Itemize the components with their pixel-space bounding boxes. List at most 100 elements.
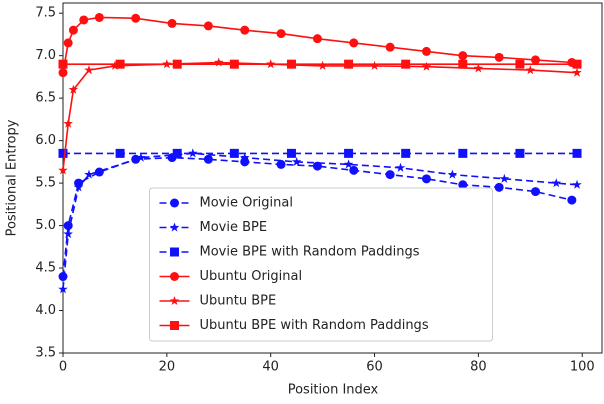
- marker: [276, 29, 286, 39]
- marker: [73, 182, 84, 192]
- marker: [551, 178, 561, 188]
- y-tick-label: 6.0: [35, 133, 56, 148]
- x-tick-label: 20: [159, 360, 176, 375]
- x-tick-label: 40: [262, 360, 279, 375]
- marker: [572, 148, 582, 158]
- y-tick-label: 7.0: [35, 48, 56, 63]
- marker: [395, 162, 406, 172]
- marker: [317, 60, 328, 70]
- marker: [115, 148, 125, 158]
- marker: [344, 59, 354, 69]
- marker: [188, 148, 198, 158]
- marker: [58, 165, 68, 175]
- legend-label: Ubuntu Original: [200, 269, 303, 284]
- marker: [421, 61, 432, 71]
- y-tick-label: 4.5: [35, 261, 56, 276]
- marker: [458, 59, 468, 69]
- marker: [68, 84, 79, 94]
- marker: [286, 148, 296, 158]
- x-axis-label: Position Index: [288, 383, 379, 398]
- x-tick-label: 100: [570, 360, 595, 375]
- legend-label: Movie BPE: [200, 220, 268, 235]
- marker: [172, 148, 182, 158]
- legend-marker: [170, 247, 179, 257]
- y-tick-label: 4.0: [35, 303, 56, 318]
- plot-frame: [62, 2, 603, 354]
- marker: [421, 46, 431, 56]
- marker: [531, 187, 540, 197]
- marker: [94, 12, 104, 22]
- marker: [79, 15, 89, 25]
- marker: [63, 38, 73, 48]
- marker: [84, 169, 94, 179]
- legend-marker: [170, 321, 179, 330]
- marker: [567, 195, 577, 205]
- marker: [458, 180, 468, 190]
- marker: [131, 13, 141, 23]
- marker: [515, 148, 525, 158]
- marker: [344, 148, 354, 158]
- marker: [525, 65, 536, 75]
- marker: [499, 173, 510, 183]
- x-tick-label: 60: [366, 360, 383, 375]
- legend-marker: [170, 272, 179, 281]
- legend-label: Movie BPE with Random Paddings: [200, 245, 420, 260]
- marker: [84, 65, 94, 75]
- legend: Movie Original Movie BPE Movie BPE with Ra…: [149, 187, 493, 342]
- y-tick-label: 7.5: [35, 6, 56, 21]
- marker: [136, 152, 146, 162]
- y-axis-label: Positional Entropy: [5, 119, 20, 236]
- legend-marker: [169, 296, 180, 305]
- y-tick-label: 6.5: [35, 91, 56, 106]
- marker: [385, 42, 395, 52]
- marker: [58, 284, 68, 294]
- marker: [312, 34, 322, 44]
- legend-label: Ubuntu BPE with Random Paddings: [200, 318, 429, 333]
- legend-box: [149, 187, 493, 342]
- marker: [494, 182, 504, 192]
- marker: [572, 59, 582, 69]
- legend-label: Ubuntu BPE: [200, 294, 277, 309]
- marker: [229, 148, 239, 158]
- marker: [172, 59, 182, 69]
- marker: [229, 59, 239, 69]
- marker: [349, 38, 359, 48]
- legend-marker: [169, 222, 180, 232]
- x-tick-label: 0: [59, 360, 67, 375]
- marker: [58, 59, 68, 69]
- marker: [369, 60, 380, 70]
- x-tick-label: 80: [470, 360, 487, 375]
- marker: [473, 63, 484, 73]
- marker: [110, 60, 120, 70]
- marker: [401, 148, 411, 158]
- marker: [58, 148, 68, 158]
- legend-label: Movie Original: [200, 196, 293, 211]
- series-line: [62, 61, 578, 171]
- marker: [240, 152, 250, 162]
- marker: [291, 156, 302, 166]
- marker: [421, 174, 431, 184]
- marker: [385, 170, 395, 180]
- marker: [68, 25, 78, 35]
- marker: [63, 229, 73, 239]
- y-tick-label: 3.5: [35, 346, 56, 361]
- marker: [167, 18, 177, 28]
- marker: [58, 68, 68, 78]
- marker: [58, 272, 68, 282]
- marker: [286, 59, 296, 69]
- y-tick-label: 5.5: [35, 176, 56, 191]
- series-line: [62, 152, 578, 290]
- marker: [572, 179, 582, 189]
- marker: [572, 67, 582, 77]
- marker: [63, 118, 73, 128]
- marker: [447, 169, 458, 179]
- marker: [203, 21, 213, 31]
- marker: [494, 52, 504, 62]
- legend-marker: [170, 198, 179, 208]
- marker: [343, 159, 354, 169]
- marker: [458, 51, 468, 61]
- marker: [276, 159, 286, 169]
- marker: [401, 59, 411, 69]
- marker: [458, 148, 468, 158]
- marker: [312, 161, 322, 171]
